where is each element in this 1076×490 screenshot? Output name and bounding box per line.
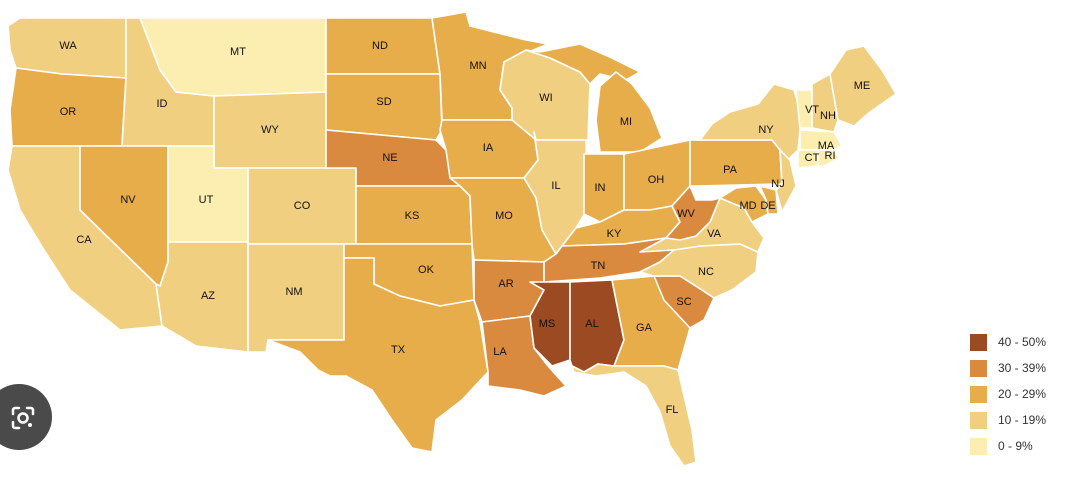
state-me [829,45,897,127]
state-label-wi: WI [539,92,552,104]
state-label-in: IN [595,182,606,194]
state-mi [525,43,641,85]
state-label-mn: MN [469,60,486,72]
legend-item: 20 - 29% [970,386,1046,403]
state-label-la: LA [493,346,507,358]
state-label-mi: MI [620,116,632,128]
legend-label: 0 - 9% [998,439,1033,453]
state-label-al: AL [585,318,598,330]
state-label-mo: MO [495,210,513,222]
state-label-az: AZ [201,290,215,302]
state-de [759,185,779,215]
state-label-va: VA [707,228,722,240]
state-label-or: OR [60,106,77,118]
legend-label: 40 - 50% [998,335,1046,349]
legend-label: 20 - 29% [998,387,1046,401]
state-label-de: DE [760,200,775,212]
lens-search-button[interactable] [0,384,52,450]
legend-swatch [970,386,987,403]
state-label-ut: UT [199,194,214,206]
state-label-il: IL [551,180,560,192]
state-label-ri: RI [825,150,836,162]
legend-swatch [970,412,987,429]
state-label-fl: FL [666,404,679,416]
lens-camera-icon [11,406,35,430]
state-label-ks: KS [405,210,420,222]
state-label-id: ID [157,98,168,110]
state-nj [775,149,797,213]
state-label-vt: VT [805,104,819,116]
state-label-ga: GA [636,322,653,334]
state-nh [811,73,839,133]
legend-label: 10 - 19% [998,413,1046,427]
state-label-nd: ND [372,40,388,52]
state-label-sd: SD [376,96,391,108]
state-label-ia: IA [483,142,494,154]
state-fl [571,363,697,467]
legend-swatch [970,334,987,351]
legend-item: 30 - 39% [970,360,1046,377]
state-wv [665,185,721,241]
states-layer [7,11,897,467]
state-label-ca: CA [76,234,92,246]
state-label-co: CO [294,200,311,212]
legend-item: 10 - 19% [970,412,1046,429]
state-label-nm: NM [285,286,302,298]
state-nm [247,243,345,353]
state-label-wv: WV [677,208,695,220]
legend-label: 30 - 39% [998,361,1046,375]
state-labels: WA OR CA ID NV MT WY UT AZ CO NM ND SD NE KS OK TX MN IA MO… [59,40,870,416]
state-label-tx: TX [391,344,406,356]
state-label-ne: NE [382,152,397,164]
state-label-wa: WA [59,40,77,52]
state-ri [817,149,841,167]
state-label-ma: MA [818,140,835,152]
state-label-pa: PA [723,164,738,176]
state-label-wy: WY [261,124,279,136]
state-label-oh: OH [648,174,665,186]
legend-swatch [970,438,987,455]
state-sd [325,73,443,141]
state-ma [799,129,843,151]
legend-item: 0 - 9% [970,438,1033,455]
state-mi-lower [595,71,663,153]
state-label-nh: NH [820,110,836,122]
state-label-nv: NV [120,194,136,206]
state-label-sc: SC [676,296,691,308]
state-label-ms: MS [539,318,556,330]
state-label-ct: CT [805,152,820,164]
state-label-mt: MT [230,46,246,58]
state-label-ky: KY [607,228,622,240]
legend-item: 40 - 50% [970,334,1046,351]
state-label-nc: NC [698,266,714,278]
state-label-ny: NY [758,124,774,136]
legend-swatch [970,360,987,377]
state-tx [267,257,489,453]
state-label-tn: TN [591,260,606,272]
state-label-ok: OK [418,264,435,276]
state-label-md: MD [739,200,756,212]
legend: 40 - 50% 30 - 39% 20 - 29% 10 - 19% 0 - 9% [970,334,1046,455]
state-label-ar: AR [498,278,513,290]
state-label-me: ME [854,80,871,92]
state-label-nj: NJ [771,178,784,190]
